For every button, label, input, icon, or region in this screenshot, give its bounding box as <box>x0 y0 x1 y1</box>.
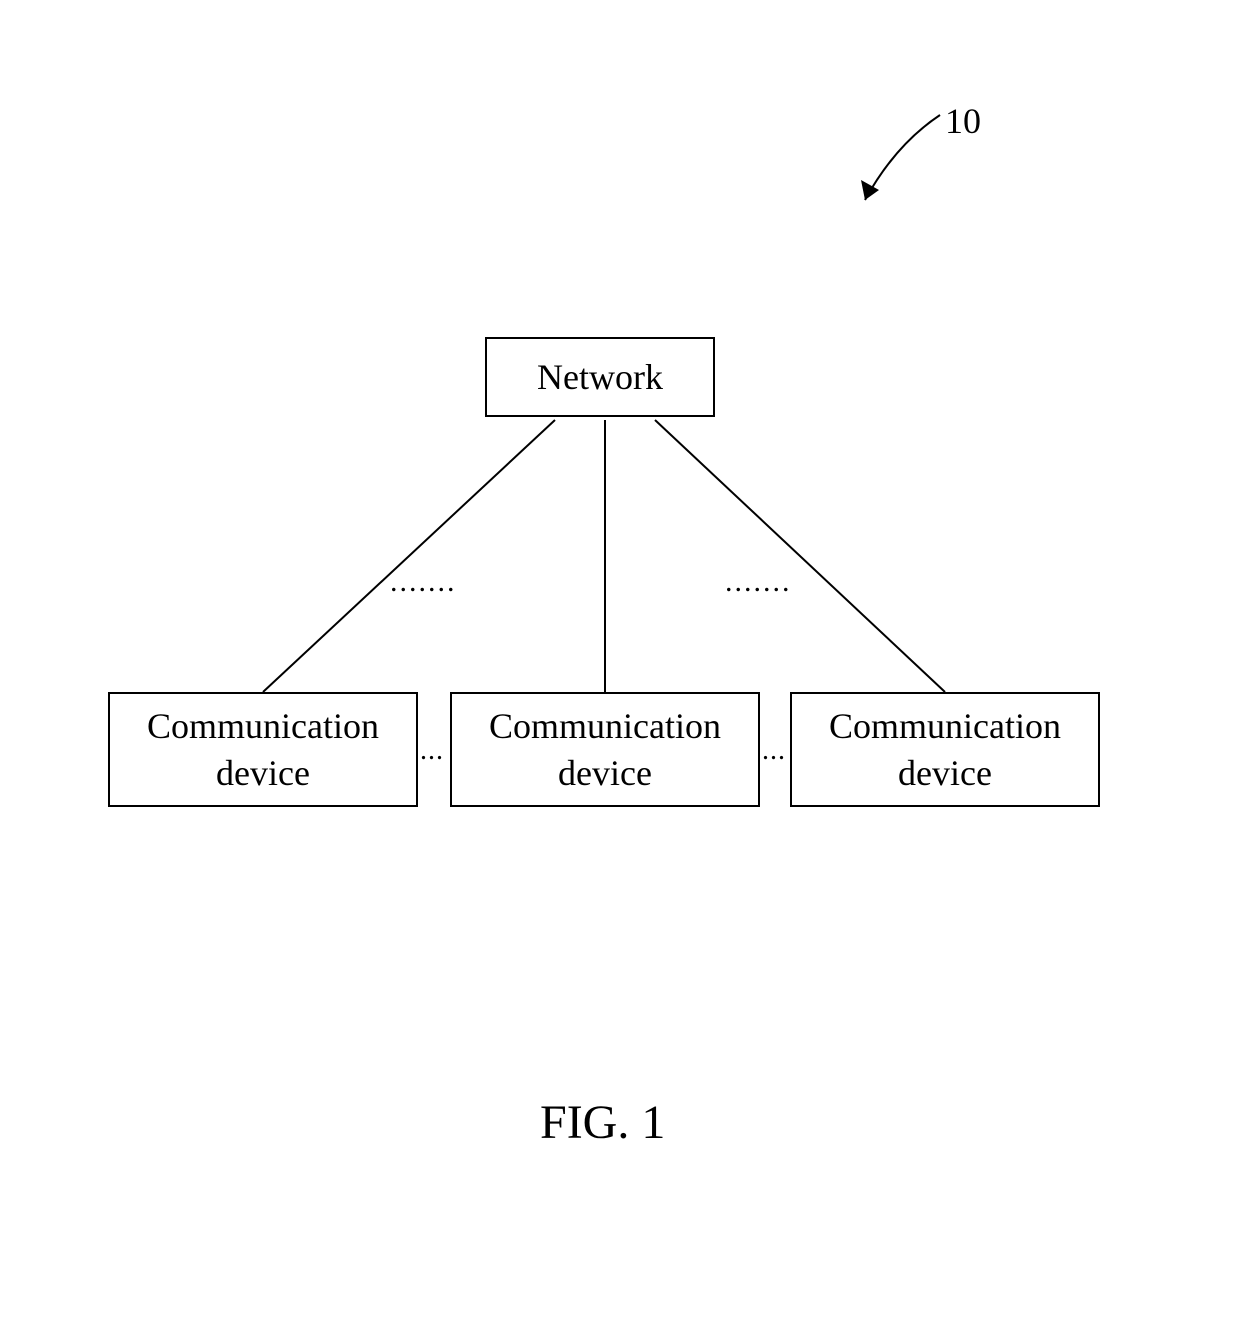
ellipsis-lower-left: ... <box>420 735 444 767</box>
diagram-container: Network Communication device Communicati… <box>0 0 1240 1333</box>
figure-label-text: FIG. 1 <box>540 1096 665 1149</box>
node-device1-label: Communication device <box>147 703 379 797</box>
node-device3-label: Communication device <box>829 703 1061 797</box>
node-network-label: Network <box>537 354 663 401</box>
ellipsis-upper-right-text: ....... <box>725 565 792 598</box>
node-device3: Communication device <box>790 692 1100 807</box>
node-device2-label: Communication device <box>489 703 721 797</box>
ellipsis-lower-right-text: ... <box>762 735 786 766</box>
ellipsis-lower-right: ... <box>762 735 786 767</box>
figure-label: FIG. 1 <box>540 1095 665 1150</box>
reference-number: 10 <box>945 100 981 142</box>
node-device1: Communication device <box>108 692 418 807</box>
edge-network-device1 <box>263 420 555 692</box>
node-device2: Communication device <box>450 692 760 807</box>
node-network: Network <box>485 337 715 417</box>
edge-network-device3 <box>655 420 945 692</box>
reference-number-text: 10 <box>945 101 981 141</box>
ellipsis-upper-left-text: ....... <box>390 565 457 598</box>
reference-arrow-head <box>861 180 879 200</box>
ellipsis-upper-left: ....... <box>390 565 457 599</box>
ellipsis-lower-left-text: ... <box>420 735 444 766</box>
reference-arrow-curve <box>865 115 940 200</box>
ellipsis-upper-right: ....... <box>725 565 792 599</box>
